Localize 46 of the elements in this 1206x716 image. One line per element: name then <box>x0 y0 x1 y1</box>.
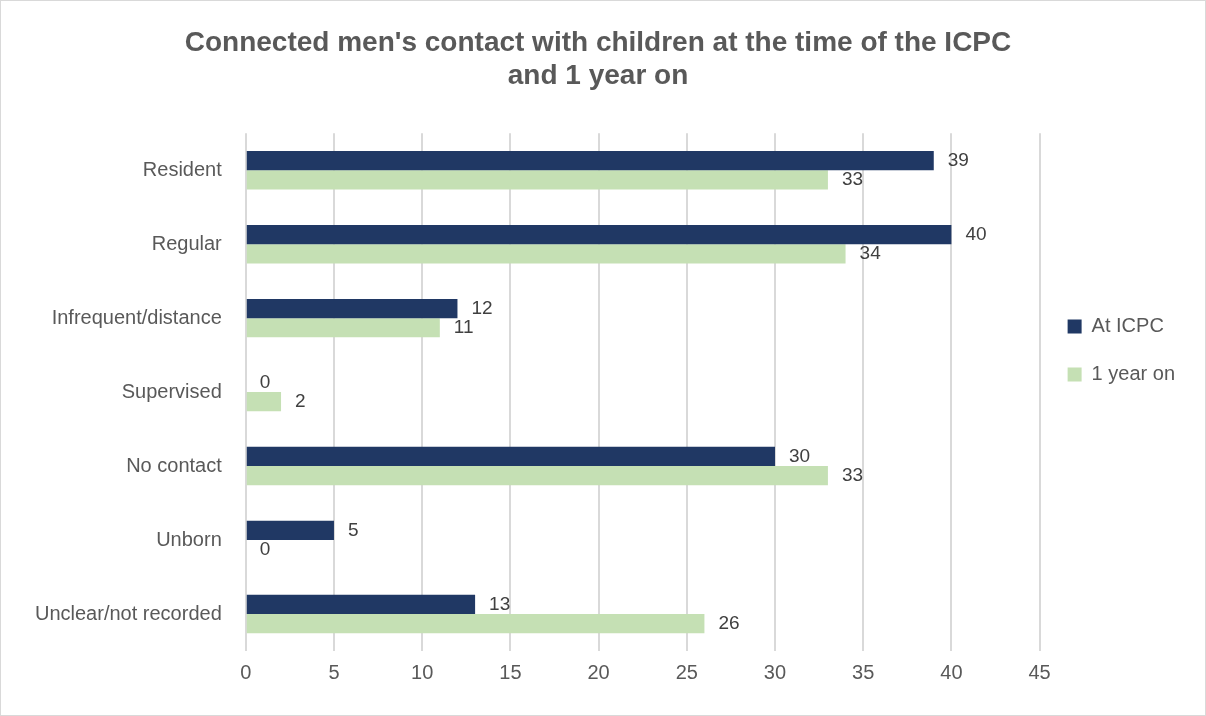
data-label: 2 <box>295 389 306 411</box>
bar <box>246 594 476 615</box>
bar <box>246 520 334 541</box>
bar <box>246 446 775 467</box>
data-label: 34 <box>859 242 882 264</box>
data-label: 0 <box>259 370 271 392</box>
y-tick-label: Unborn <box>156 527 222 550</box>
bar <box>246 170 828 190</box>
bar <box>246 318 440 338</box>
data-label: 12 <box>471 296 493 318</box>
bar <box>246 466 828 486</box>
chart-title: Connected men's contact with children at the time of the ICPC and 1 year on <box>184 25 1012 91</box>
x-tick-label: 10 <box>411 660 434 683</box>
legend-label: 1 year on <box>1091 362 1175 385</box>
bar <box>246 244 846 264</box>
data-label: 5 <box>347 518 359 540</box>
x-tick-label: 15 <box>499 660 522 683</box>
bar <box>246 224 952 245</box>
data-label: 39 <box>947 148 969 170</box>
bar <box>246 614 705 634</box>
data-label: 26 <box>718 611 740 633</box>
y-tick-label: Resident <box>142 157 223 180</box>
x-tick-label: 0 <box>240 660 252 683</box>
x-tick-label: 25 <box>675 660 698 683</box>
data-label: 33 <box>841 463 864 485</box>
data-label: 0 <box>259 537 271 559</box>
y-tick-label: Unclear/not recorded <box>34 601 222 624</box>
legend-label: At ICPC <box>1091 314 1164 337</box>
y-tick-label: No contact <box>126 453 223 476</box>
data-label: 40 <box>965 222 987 244</box>
x-tick-label: 20 <box>587 660 610 683</box>
y-tick-label: Supervised <box>121 379 222 402</box>
x-tick-label: 5 <box>328 660 340 683</box>
y-tick-label: Infrequent/distance <box>51 305 222 328</box>
x-tick-label: 40 <box>940 660 963 683</box>
bar <box>246 392 282 412</box>
data-label: 30 <box>789 444 811 466</box>
y-tick-label: Regular <box>151 231 223 254</box>
bar <box>246 150 934 171</box>
x-tick-label: 30 <box>763 660 787 683</box>
data-label: 13 <box>489 592 511 614</box>
x-tick-label: 45 <box>1028 660 1051 683</box>
x-tick-label: 35 <box>852 660 875 683</box>
bar <box>246 298 458 319</box>
data-label: 11 <box>453 315 474 337</box>
data-label: 33 <box>841 168 864 190</box>
